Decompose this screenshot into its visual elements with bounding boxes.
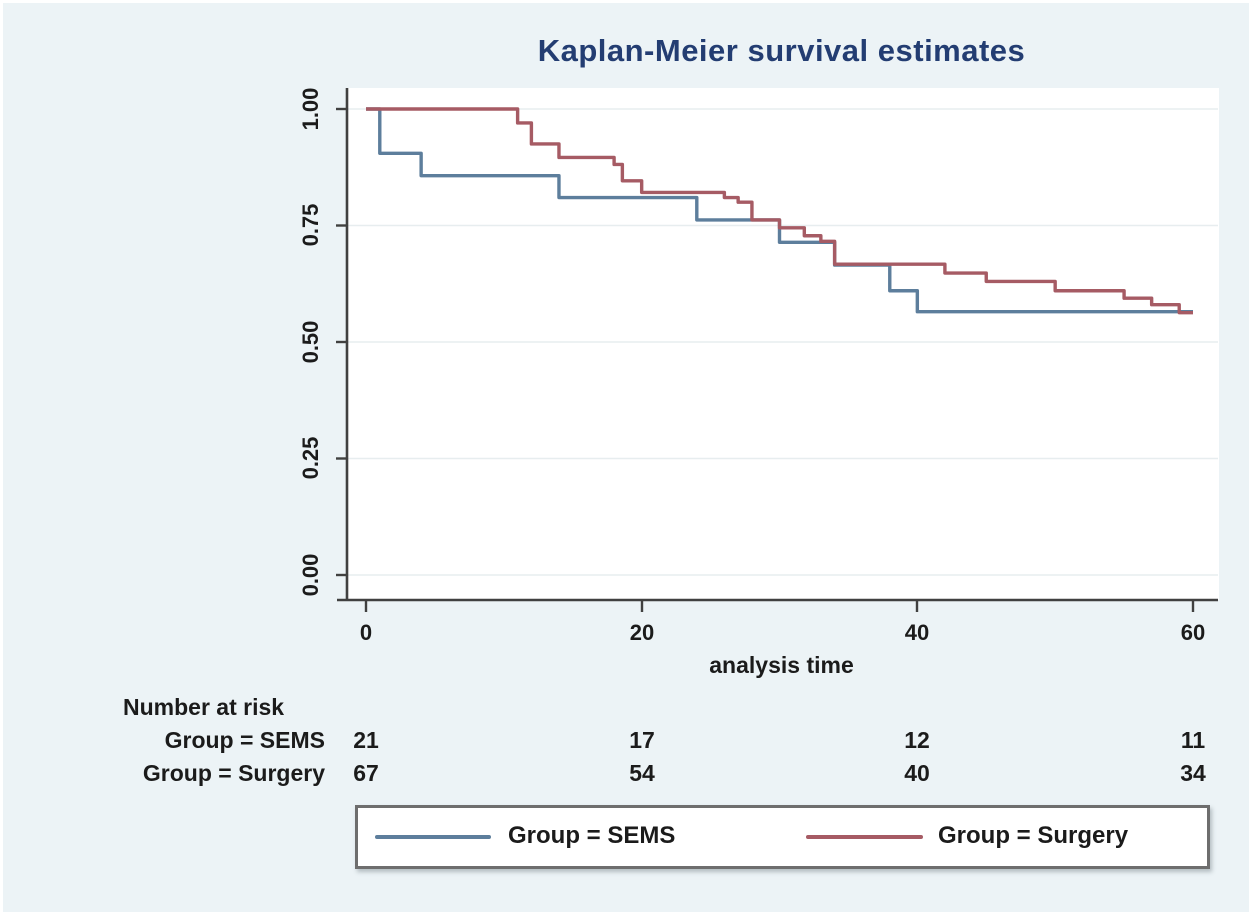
risk-count: 21 (353, 727, 379, 753)
plot-area (347, 88, 1219, 600)
legend-label-sems: Group = SEMS (508, 822, 676, 849)
risk-row-label-sems: Group = SEMS (164, 727, 325, 753)
risk-count: 34 (1180, 760, 1206, 786)
x-axis-title: analysis time (709, 652, 854, 678)
legend-line-sems (375, 835, 491, 839)
risk-count: 67 (353, 760, 379, 786)
risk-count: 54 (629, 760, 655, 786)
chart-title: Kaplan-Meier survival estimates (537, 33, 1026, 68)
risk-count: 12 (904, 727, 930, 753)
x-tick-label-60: 60 (1180, 620, 1206, 645)
y-tick-label-025: 0.25 (298, 436, 323, 480)
y-tick-label-075: 0.75 (298, 203, 323, 247)
risk-row-label-surgery: Group = Surgery (142, 760, 325, 786)
risk-table-heading: Number at risk (123, 694, 285, 720)
x-tick-label-20: 20 (629, 620, 655, 645)
y-tick-label-000: 0.00 (298, 553, 323, 597)
risk-count: 11 (1180, 727, 1206, 753)
legend-label-surgery: Group = Surgery (938, 822, 1129, 849)
y-tick-label-050: 0.50 (298, 320, 323, 364)
risk-count: 17 (629, 727, 655, 753)
legend-box: Group = SEMS Group = Surgery (355, 805, 1210, 869)
risk-count: 40 (904, 760, 930, 786)
x-tick-label-0: 0 (359, 620, 373, 645)
x-tick-label-40: 40 (904, 620, 930, 645)
legend-line-surgery (806, 835, 923, 839)
y-tick-label-100: 1.00 (298, 87, 323, 131)
